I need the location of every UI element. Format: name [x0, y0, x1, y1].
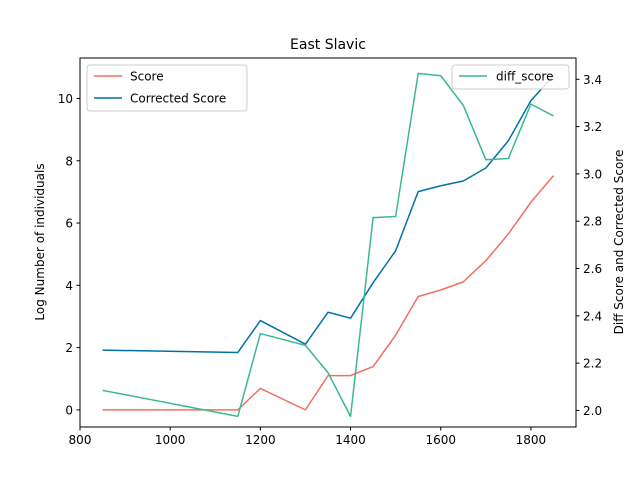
y2-tick-label: 2.2 [583, 357, 602, 371]
x-tick-label: 1200 [245, 433, 276, 447]
x-tick-label: 1400 [335, 433, 366, 447]
y-tick-label: 4 [65, 279, 73, 293]
legend-right: diff_score [451, 64, 570, 90]
y2-tick-label: 3.2 [583, 120, 602, 134]
x-tick-label: 1000 [155, 433, 186, 447]
x-tick-label: 1800 [516, 433, 547, 447]
legend-corrected-label: Corrected Score [130, 92, 226, 106]
y2-tick-label: 2.4 [583, 309, 602, 323]
y-tick-label: 8 [65, 154, 73, 168]
series-line-score [102, 175, 555, 411]
series-line-diff-score [102, 72, 554, 418]
legend-diff-label: diff_score [496, 70, 553, 84]
y2-tick-label: 3.4 [583, 73, 602, 87]
x-tick-label: 800 [69, 433, 92, 447]
y-axis-right: 2.0 2.2 2.4 2.6 2.8 3.0 3.2 3.4 [576, 73, 602, 418]
y-axis-label: Log Number of individuals [33, 163, 47, 320]
y2-axis-label: Diff Score and Corrected Score [612, 150, 626, 335]
legend-right-box [451, 64, 570, 90]
legend-left-box [86, 64, 248, 112]
chart-title: East Slavic [290, 37, 366, 53]
y-tick-label: 0 [65, 403, 73, 417]
legend-score-label: Score [130, 70, 164, 84]
series-line-corrected-score [102, 75, 555, 354]
x-axis: 800 1000 1200 1400 1600 1800 [69, 427, 547, 447]
y2-tick-label: 3.0 [583, 167, 602, 181]
y2-tick-label: 2.6 [583, 262, 602, 276]
legend-left: Score Corrected Score [86, 64, 248, 112]
y2-tick-label: 2.8 [583, 215, 602, 229]
plot-lines [102, 72, 555, 418]
y2-tick-label: 2.0 [583, 404, 602, 418]
y-tick-label: 10 [58, 92, 73, 106]
y-tick-label: 2 [65, 341, 73, 355]
x-tick-label: 1600 [425, 433, 456, 447]
y-axis-left: 0 2 4 6 8 10 [58, 92, 80, 417]
plot-frame [79, 57, 577, 428]
y-tick-label: 6 [65, 217, 73, 231]
